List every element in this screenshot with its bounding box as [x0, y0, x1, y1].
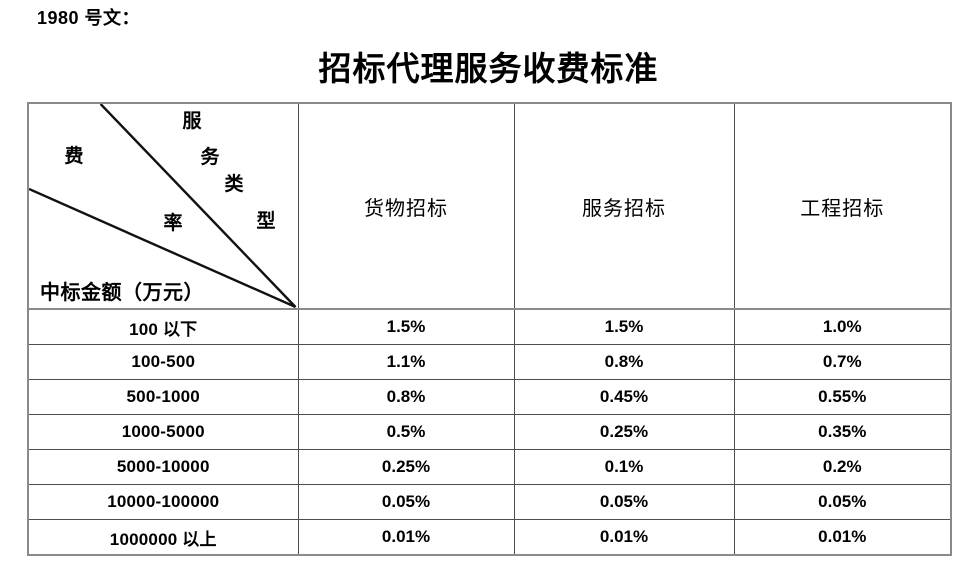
- diagonal-divider-lines: [29, 104, 297, 308]
- fee-value-cell: 0.8%: [513, 344, 735, 380]
- table-row: 1000-5000 0.5% 0.25% 0.35%: [27, 414, 952, 450]
- table-row: 100-500 1.1% 0.8% 0.7%: [27, 344, 952, 380]
- table-row: 1000000 以上 0.01% 0.01% 0.01%: [27, 519, 952, 556]
- row-amount-label: 500-1000: [27, 379, 299, 415]
- table-row: 10000-100000 0.05% 0.05% 0.05%: [27, 484, 952, 520]
- corner-label-amount: 中标金额（万元）: [40, 282, 204, 304]
- fee-value-cell: 0.05%: [513, 484, 735, 520]
- column-header-goods: 货物招标: [297, 102, 515, 310]
- row-amount-label: 1000-5000: [27, 414, 299, 450]
- fee-value-cell: 0.05%: [297, 484, 515, 520]
- fee-value-cell: 0.01%: [733, 519, 952, 556]
- row-amount-label: 10000-100000: [27, 484, 299, 520]
- fee-value-cell: 0.2%: [733, 449, 952, 485]
- column-header-services: 服务招标: [513, 102, 735, 310]
- fee-table: 服 务 类 型 费 率 中标金额（万元） 货物招标 服务招标 工程招标 100 …: [27, 102, 952, 556]
- fee-value-cell: 0.55%: [733, 379, 952, 415]
- fee-value-cell: 0.01%: [297, 519, 515, 556]
- row-amount-label: 5000-10000: [27, 449, 299, 485]
- row-amount-label: 100-500: [27, 344, 299, 380]
- fee-value-cell: 0.7%: [733, 344, 952, 380]
- row-amount-label: 1000000 以上: [27, 519, 299, 556]
- table-row: 500-1000 0.8% 0.45% 0.55%: [27, 379, 952, 415]
- fee-value-cell: 1.5%: [513, 308, 735, 345]
- doc-number: 1980 号文：: [37, 8, 141, 28]
- page-title: 招标代理服务收费标准: [318, 52, 659, 88]
- fee-value-cell: 0.5%: [297, 414, 515, 450]
- fee-value-cell: 1.0%: [733, 308, 952, 345]
- fee-value-cell: 1.1%: [297, 344, 515, 380]
- table-row: 100 以下 1.5% 1.5% 1.0%: [27, 308, 952, 345]
- fee-value-cell: 0.1%: [513, 449, 735, 485]
- fee-value-cell: 0.05%: [733, 484, 952, 520]
- fee-value-cell: 0.45%: [513, 379, 735, 415]
- fee-value-cell: 0.25%: [297, 449, 515, 485]
- fee-value-cell: 0.25%: [513, 414, 735, 450]
- header-row: 服 务 类 型 费 率 中标金额（万元） 货物招标 服务招标 工程招标: [27, 102, 952, 310]
- fee-value-cell: 0.8%: [297, 379, 515, 415]
- column-header-engineering: 工程招标: [733, 102, 952, 310]
- fee-value-cell: 0.01%: [513, 519, 735, 556]
- table-row: 5000-10000 0.25% 0.1% 0.2%: [27, 449, 952, 485]
- fee-value-cell: 1.5%: [297, 308, 515, 345]
- fee-value-cell: 0.35%: [733, 414, 952, 450]
- table-corner-cell: 服 务 类 型 费 率 中标金额（万元）: [27, 102, 299, 310]
- row-amount-label: 100 以下: [27, 308, 299, 345]
